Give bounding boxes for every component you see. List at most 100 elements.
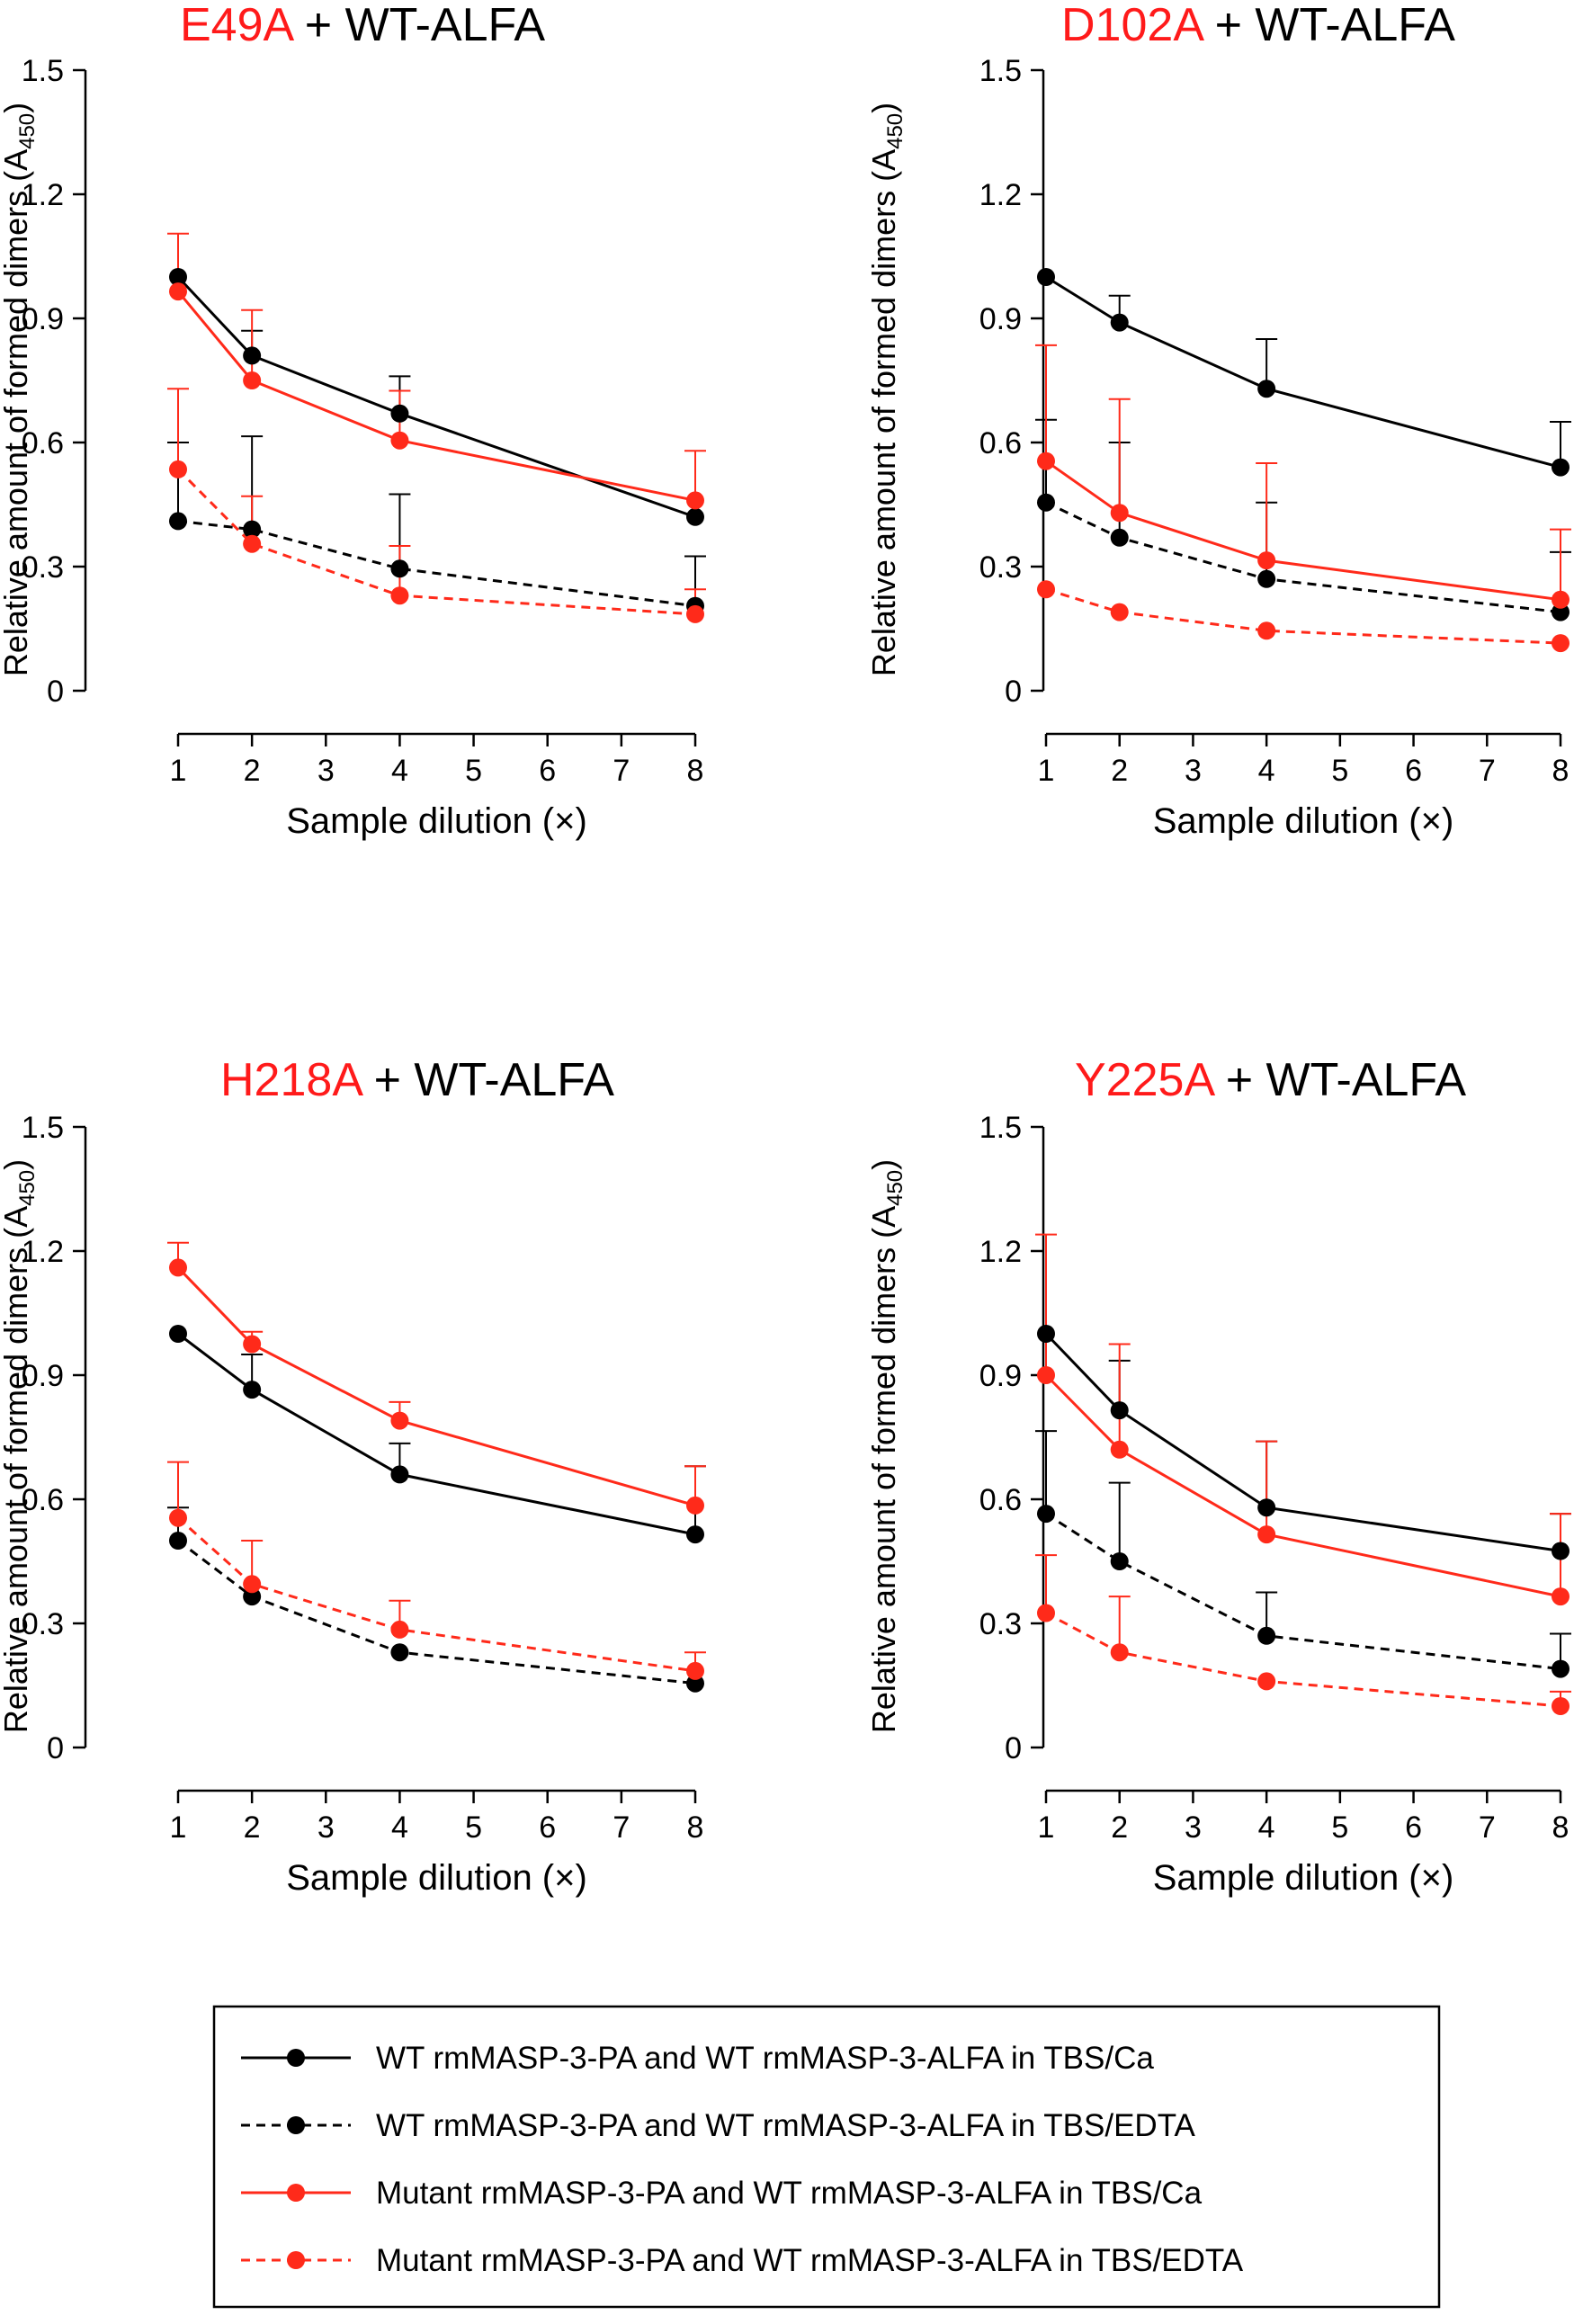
data-point xyxy=(243,1575,262,1594)
data-point xyxy=(686,1496,704,1515)
x-tick-label: 3 xyxy=(1185,754,1202,788)
data-point xyxy=(1257,1626,1276,1645)
data-point xyxy=(1037,1505,1055,1524)
y-tick-label: 0.3 xyxy=(979,550,1022,585)
x-tick-label: 4 xyxy=(1258,754,1275,788)
series-3 xyxy=(167,1241,706,1506)
data-point xyxy=(686,1525,704,1544)
y-tick-label: 0.6 xyxy=(22,1483,64,1517)
x-tick-label: 4 xyxy=(391,754,408,788)
chart-title-rest: + WT-ALFA xyxy=(1212,1054,1466,1106)
y-tick-label: 1.5 xyxy=(22,54,64,88)
y-axis-label-end: ) xyxy=(0,1159,34,1170)
legend-box xyxy=(212,2005,1441,2309)
data-point xyxy=(169,282,187,301)
series-line xyxy=(177,1332,696,1536)
data-point xyxy=(1037,1604,1055,1622)
data-point xyxy=(390,431,409,450)
data-point xyxy=(390,404,409,423)
data-point xyxy=(243,520,262,539)
x-tick-label: 3 xyxy=(1185,1810,1202,1845)
y-axis-label-main: Relative amount of formed dimers (A xyxy=(0,1206,34,1733)
series-line xyxy=(176,468,696,616)
chart-title-mutant: H218A xyxy=(220,1054,363,1106)
x-tick-label: 3 xyxy=(317,1810,335,1845)
data-point xyxy=(1110,1440,1129,1459)
x-tick-label: 5 xyxy=(465,1810,482,1845)
legend-label: WT rmMASP-3-PA and WT rmMASP-3-ALFA in T… xyxy=(376,2108,1195,2143)
x-tick-label: 7 xyxy=(1479,754,1496,788)
chart-panel-2: D102A + WT-ALFA 0 0.3 0.6 0.9 1.2 1.5 1 2 3 4 5 6 7 8 S… xyxy=(865,0,1571,841)
data-point xyxy=(1552,590,1570,609)
y-tick-label: 0.3 xyxy=(22,1607,64,1641)
chart-title-mutant: D102A xyxy=(1061,0,1204,51)
data-point xyxy=(1257,551,1276,570)
x-tick-label: 7 xyxy=(613,1810,630,1845)
series-1 xyxy=(241,1354,706,1535)
y-tick-label: 0 xyxy=(47,1731,64,1765)
x-axis-label: Sample dilution (×) xyxy=(286,1858,587,1898)
data-point xyxy=(686,1674,704,1693)
legend: WT rmMASP-3-PA and WT rmMASP-3-ALFA in T… xyxy=(212,2005,1441,2309)
x-axis-label: Sample dilution (×) xyxy=(1153,1858,1454,1898)
series-4 xyxy=(167,388,706,614)
data-point xyxy=(390,1643,409,1662)
y-axis-label-main: Relative amount of formed dimers (A xyxy=(0,149,34,676)
x-tick-label: 8 xyxy=(1552,1810,1570,1845)
series-1 xyxy=(1108,1359,1571,1551)
x-tick-label: 1 xyxy=(1038,754,1055,788)
data-point xyxy=(169,1258,187,1277)
x-tick-label: 6 xyxy=(539,754,556,788)
x-tick-label: 8 xyxy=(687,754,704,788)
series-line xyxy=(177,519,696,608)
y-tick-label: 0 xyxy=(1005,1731,1022,1765)
data-point xyxy=(1037,1366,1055,1384)
chart-title: H218A + WT-ALFA xyxy=(220,1054,614,1106)
data-point xyxy=(1257,1498,1276,1517)
data-point xyxy=(1552,1542,1570,1560)
data-point xyxy=(1552,603,1570,621)
chart-title: D102A + WT-ALFA xyxy=(1061,0,1455,51)
x-tick-label: 6 xyxy=(1405,1810,1422,1845)
data-point xyxy=(1037,451,1055,470)
x-tick-label: 4 xyxy=(1258,1810,1275,1845)
y-axis-label-sub: 450 xyxy=(15,113,40,149)
y-axis-label-main: Relative amount of formed dimers (A xyxy=(865,1206,902,1733)
series-line xyxy=(176,1266,696,1507)
y-tick-label: 0.3 xyxy=(979,1607,1022,1641)
y-tick-label: 0.9 xyxy=(979,1359,1022,1393)
series-1 xyxy=(241,329,411,414)
x-tick-label: 6 xyxy=(1405,754,1422,788)
series-line xyxy=(1045,275,1561,469)
x-tick-label: 2 xyxy=(244,1810,261,1845)
x-tick-label: 2 xyxy=(1111,754,1128,788)
y-tick-label: 1.5 xyxy=(979,54,1022,88)
chart-panel-1: E49A + WT-ALFA 0 0.3 0.6 0.9 1.2 1.5 1 2 3 4 5 6 7 8 Sa… xyxy=(0,0,706,841)
data-point xyxy=(1110,504,1129,523)
data-point xyxy=(1257,569,1276,588)
y-tick-label: 0.9 xyxy=(979,302,1022,336)
series-4 xyxy=(1035,1554,1571,1706)
x-axis-label: Sample dilution (×) xyxy=(286,801,587,841)
y-axis-label: Relative amount of formed dimers (A450) xyxy=(0,1159,40,1733)
y-tick-label: 1.5 xyxy=(22,1111,64,1145)
data-point xyxy=(169,1325,187,1343)
y-axis-label-end: ) xyxy=(0,103,34,113)
data-point xyxy=(686,507,704,526)
series-line xyxy=(177,1539,696,1685)
chart-title-rest: + WT-ALFA xyxy=(1202,0,1455,51)
data-point xyxy=(1552,1697,1570,1715)
y-tick-label: 1.2 xyxy=(22,1235,64,1269)
data-point xyxy=(1037,493,1055,512)
x-tick-label: 4 xyxy=(391,1810,408,1845)
series-line xyxy=(1045,587,1561,645)
data-point xyxy=(686,604,704,623)
series-3 xyxy=(167,232,706,501)
data-point xyxy=(686,1661,704,1680)
chart-panel-4: Y225A + WT-ALFA 0 0.3 0.6 0.9 1.2 1.5 1 2 3 4 5 6 7 8 S… xyxy=(865,1054,1571,1898)
y-tick-label: 0.9 xyxy=(22,1359,64,1393)
series-3 xyxy=(1035,344,1571,600)
x-tick-label: 8 xyxy=(1552,754,1570,788)
x-tick-label: 5 xyxy=(465,754,482,788)
